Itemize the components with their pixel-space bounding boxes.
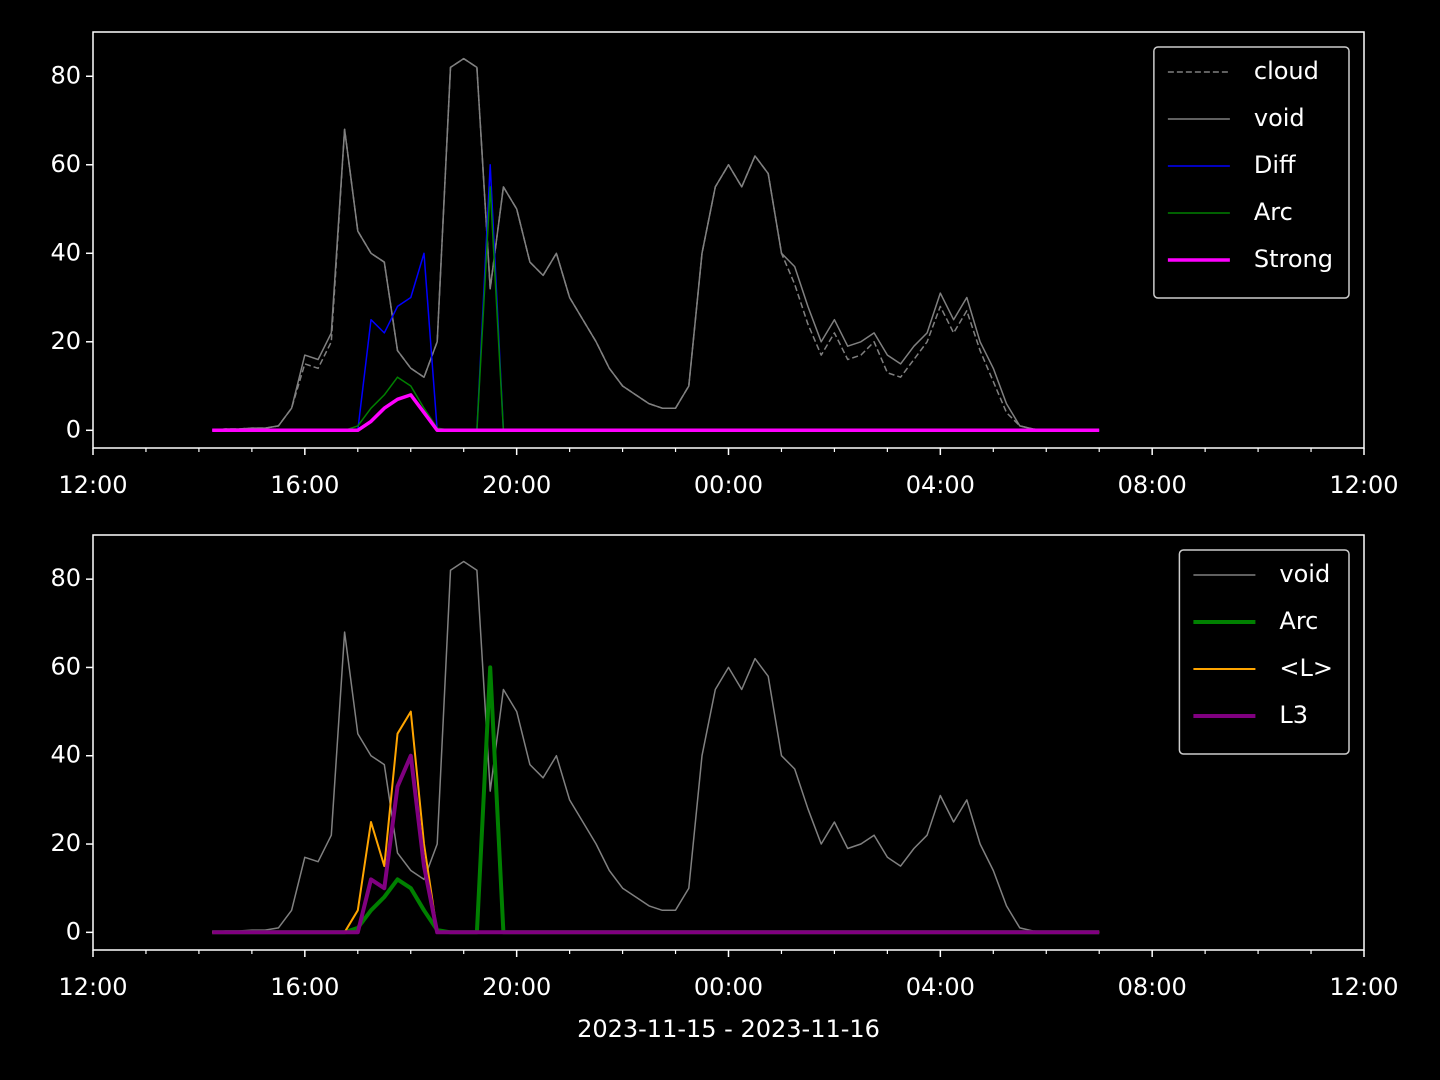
series-line [212,393,1100,433]
x-tick-label: 08:00 [1118,471,1187,499]
y-tick-label: 80 [50,564,81,592]
legend-label: Diff [1254,151,1296,179]
x-tick-label: 00:00 [694,973,763,1001]
series-line [212,753,1100,935]
y-tick-label: 0 [66,917,81,945]
x-tick-label: 12:00 [58,973,127,1001]
x-tick-label: 12:00 [1329,973,1398,1001]
legend-box [1153,46,1350,299]
y-tick-label: 60 [50,652,81,680]
x-tick-label: 12:00 [58,471,127,499]
x-tick-label: 12:00 [1329,471,1398,499]
axes-frame [92,534,1365,951]
y-tick-label: 0 [66,415,81,443]
series-line [212,57,1100,432]
x-tick-label: 20:00 [482,973,551,1001]
legend-label: void [1279,560,1330,588]
y-tick-label: 40 [50,741,81,769]
x-axis-label: 2023-11-15 - 2023-11-16 [577,1015,880,1043]
series-line [212,560,1100,934]
axes-frame [92,31,1365,449]
legend-label: L3 [1279,701,1308,729]
y-tick-label: 40 [50,238,81,266]
legend-label: void [1254,104,1305,132]
x-tick-label: 20:00 [482,471,551,499]
x-tick-label: 04:00 [906,973,975,1001]
legend-label: Arc [1279,607,1318,635]
x-tick-label: 04:00 [906,471,975,499]
legend: void Arc <L> L3 [1178,549,1350,755]
x-tick-label: 00:00 [694,471,763,499]
y-tick-label: 60 [50,150,81,178]
y-tick-label: 20 [50,829,81,857]
x-tick-label: 08:00 [1118,973,1187,1001]
y-tick-label: 80 [50,61,81,89]
y-tick-label: 20 [50,327,81,355]
legend-box [1178,549,1350,755]
x-tick-label: 16:00 [270,973,339,1001]
legend-label: Arc [1254,198,1293,226]
legend-label: Strong [1254,245,1333,273]
legend: cloud void Diff Arc Strong [1153,46,1350,299]
legend-label: <L> [1279,654,1333,682]
legend-label: cloud [1254,57,1319,85]
x-tick-label: 16:00 [270,471,339,499]
